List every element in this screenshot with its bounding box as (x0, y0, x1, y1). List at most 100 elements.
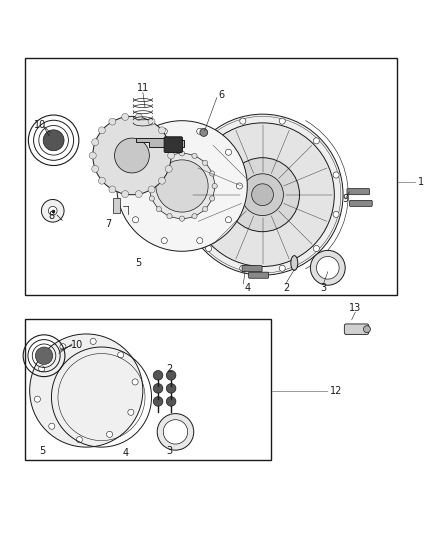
Circle shape (147, 183, 152, 189)
Circle shape (333, 212, 339, 217)
Circle shape (180, 151, 185, 156)
Circle shape (76, 437, 82, 443)
FancyBboxPatch shape (249, 272, 268, 278)
Circle shape (157, 414, 194, 450)
Circle shape (92, 165, 99, 172)
Circle shape (333, 172, 339, 178)
Circle shape (49, 423, 55, 429)
Circle shape (165, 139, 172, 146)
Text: 10: 10 (71, 340, 84, 350)
Text: 11: 11 (137, 83, 149, 93)
Text: 4: 4 (122, 448, 128, 458)
Circle shape (313, 246, 319, 252)
Bar (25, 58, 397, 295)
Circle shape (209, 196, 215, 201)
Circle shape (192, 214, 197, 219)
Ellipse shape (291, 256, 298, 270)
Circle shape (197, 128, 203, 134)
Circle shape (34, 396, 40, 402)
Text: 5: 5 (39, 447, 46, 456)
Circle shape (197, 238, 203, 244)
Circle shape (163, 419, 187, 444)
Circle shape (156, 206, 162, 212)
Circle shape (159, 177, 166, 184)
Circle shape (132, 217, 138, 223)
Circle shape (99, 177, 106, 184)
Circle shape (180, 216, 185, 221)
Circle shape (135, 191, 142, 198)
Circle shape (149, 196, 155, 201)
Circle shape (166, 370, 176, 380)
Circle shape (279, 118, 285, 124)
Circle shape (161, 238, 167, 244)
Circle shape (48, 206, 57, 215)
Text: 3: 3 (166, 447, 172, 456)
Circle shape (240, 265, 246, 271)
Circle shape (149, 154, 215, 219)
Bar (113, 198, 120, 213)
Text: 4: 4 (244, 283, 251, 293)
Circle shape (202, 206, 208, 212)
Circle shape (165, 165, 172, 172)
Circle shape (115, 138, 149, 173)
Circle shape (168, 152, 175, 159)
Text: 2: 2 (283, 283, 290, 293)
FancyBboxPatch shape (242, 265, 262, 272)
Circle shape (186, 172, 192, 178)
Circle shape (39, 366, 45, 372)
Circle shape (122, 191, 129, 198)
Circle shape (99, 127, 106, 134)
Circle shape (109, 186, 116, 193)
FancyBboxPatch shape (347, 189, 370, 195)
Circle shape (166, 384, 176, 393)
Circle shape (182, 114, 343, 275)
Circle shape (148, 186, 155, 193)
Circle shape (226, 217, 232, 223)
Circle shape (202, 160, 208, 166)
Circle shape (156, 160, 208, 212)
Circle shape (167, 153, 172, 158)
Circle shape (205, 138, 212, 144)
Circle shape (89, 152, 96, 159)
Circle shape (92, 139, 99, 146)
Circle shape (205, 246, 212, 252)
Text: 8: 8 (48, 212, 54, 221)
Text: 3: 3 (320, 283, 326, 293)
Bar (25, 319, 271, 460)
Circle shape (153, 384, 163, 393)
Circle shape (60, 344, 66, 350)
Text: 13: 13 (349, 303, 361, 313)
Circle shape (93, 116, 171, 195)
Circle shape (159, 127, 166, 134)
FancyBboxPatch shape (350, 200, 372, 206)
Circle shape (135, 114, 142, 120)
Circle shape (226, 149, 232, 155)
Text: 10: 10 (35, 120, 47, 130)
Circle shape (226, 158, 300, 232)
Circle shape (153, 370, 163, 380)
Circle shape (35, 347, 53, 365)
Circle shape (209, 171, 215, 176)
Circle shape (192, 153, 197, 158)
Circle shape (237, 183, 243, 189)
Circle shape (42, 199, 64, 222)
Circle shape (161, 128, 167, 134)
Circle shape (106, 431, 113, 438)
Circle shape (128, 409, 134, 415)
Circle shape (242, 174, 283, 215)
Circle shape (200, 128, 208, 136)
Circle shape (317, 256, 339, 279)
Circle shape (149, 171, 155, 176)
Circle shape (122, 114, 129, 120)
Circle shape (212, 183, 217, 189)
Circle shape (156, 160, 162, 166)
Circle shape (153, 397, 163, 406)
Circle shape (43, 130, 64, 151)
Circle shape (109, 118, 116, 125)
Text: 1: 1 (418, 176, 424, 187)
Text: 9: 9 (342, 194, 348, 204)
Text: 5: 5 (135, 258, 141, 268)
Circle shape (90, 338, 96, 344)
Circle shape (132, 149, 138, 155)
Circle shape (313, 138, 319, 144)
